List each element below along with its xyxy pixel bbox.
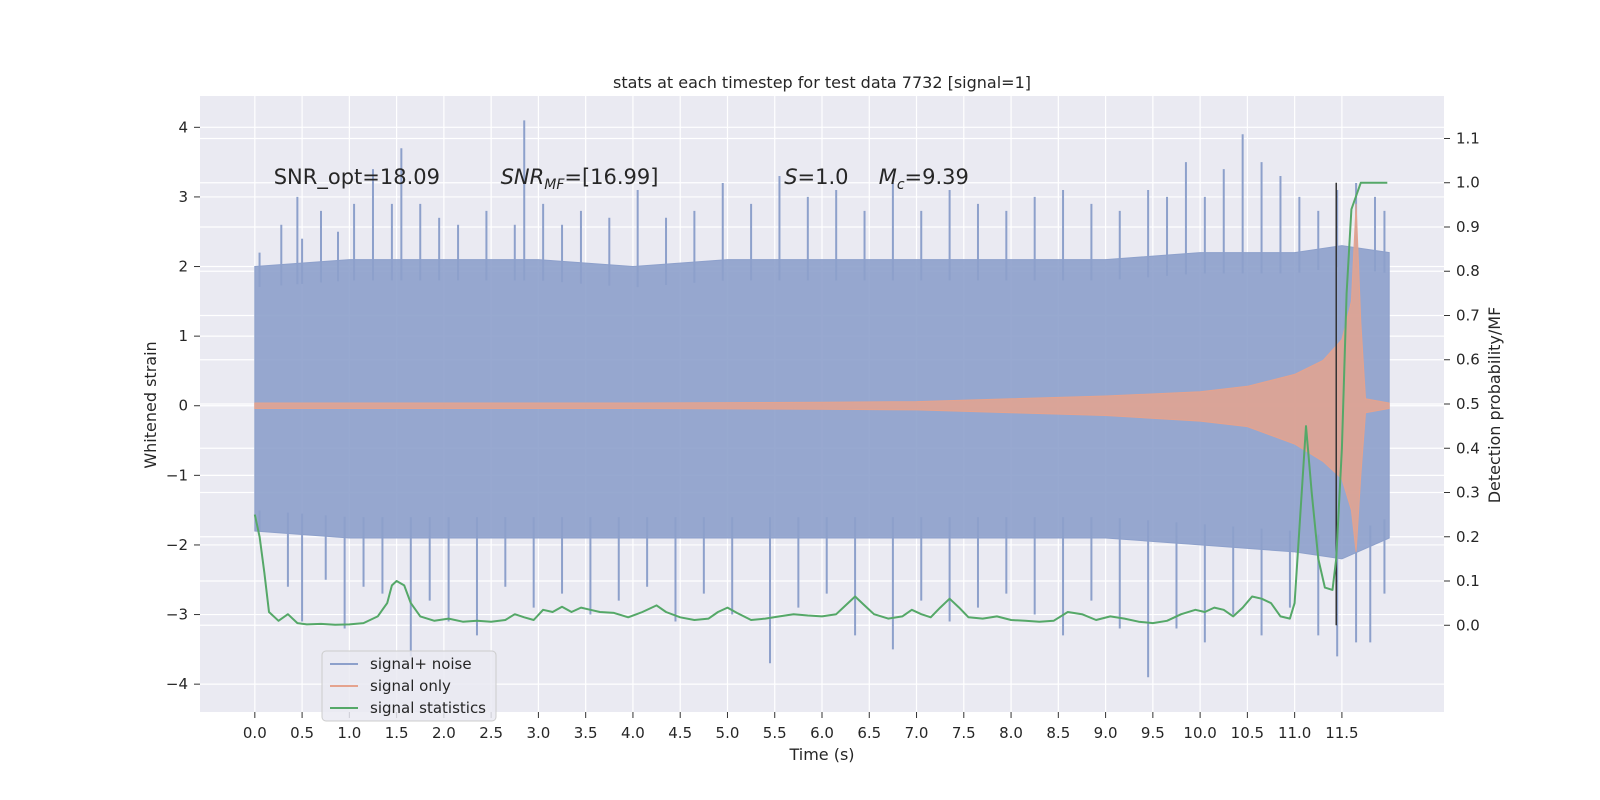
y-axis-right-label: Detection probability/MF xyxy=(1485,307,1504,504)
y-axis-left: 4 3 2 1 0 −1 −2 −3 −4 xyxy=(166,118,200,693)
x-tick-label: 3.5 xyxy=(574,724,598,742)
y-left-tick-label: 4 xyxy=(178,118,188,136)
y-axis-right: 1.1 1.0 0.9 0.8 0.7 0.6 0.5 0.4 0.3 0.2 0.1 0.0 xyxy=(1444,129,1480,634)
x-tick-label: 4.5 xyxy=(668,724,692,742)
x-tick-label: 6.0 xyxy=(810,724,834,742)
annotation-0: SNR_opt=18.09 xyxy=(274,165,440,190)
y-left-tick-label: 1 xyxy=(178,327,188,345)
x-tick-label: 6.5 xyxy=(857,724,881,742)
x-tick-label: 5.0 xyxy=(716,724,740,742)
y-left-tick-label: 3 xyxy=(178,188,188,206)
y-left-tick-label: −3 xyxy=(166,606,188,624)
x-axis: 0.0 0.5 1.0 1.5 2.0 2.5 3.0 3.5 4.0 4.5 5.0 5.5 6.0 6… xyxy=(243,712,1359,742)
x-tick-label: 11.0 xyxy=(1278,724,1311,742)
data-layer xyxy=(253,120,1390,678)
chart-title: stats at each timestep for test data 773… xyxy=(613,73,1031,92)
x-tick-label: 4.0 xyxy=(621,724,645,742)
x-axis-label: Time (s) xyxy=(788,745,854,764)
y-right-tick-label: 0.1 xyxy=(1456,572,1480,590)
y-left-tick-label: −1 xyxy=(166,466,188,484)
x-tick-label: 2.5 xyxy=(479,724,503,742)
y-left-tick-label: −4 xyxy=(166,675,188,693)
annotation-3: Mc=9.39 xyxy=(879,165,969,193)
x-tick-label: 7.0 xyxy=(905,724,929,742)
legend: signal+ noise signal only signal statist… xyxy=(321,650,497,722)
x-tick-label: 0.0 xyxy=(243,724,267,742)
x-tick-label: 3.0 xyxy=(526,724,550,742)
y-left-tick-label: −2 xyxy=(166,536,188,554)
x-tick-label: 9.5 xyxy=(1141,724,1165,742)
y-right-tick-label: 0.3 xyxy=(1456,484,1480,502)
x-tick-label: 11.5 xyxy=(1325,724,1358,742)
x-tick-label: 1.0 xyxy=(337,724,361,742)
x-tick-label: 2.0 xyxy=(432,724,456,742)
x-tick-label: 10.5 xyxy=(1231,724,1264,742)
y-right-tick-label: 0.7 xyxy=(1456,306,1480,324)
y-right-tick-label: 0.5 xyxy=(1456,395,1480,413)
y-right-tick-label: 0.9 xyxy=(1456,218,1480,236)
y-axis-left-label: Whitened strain xyxy=(141,341,160,468)
y-right-tick-label: 0.6 xyxy=(1456,351,1480,369)
legend-label-signal-noise: signal+ noise xyxy=(370,655,472,673)
y-right-tick-label: 0.8 xyxy=(1456,262,1480,280)
legend-label-signal-only: signal only xyxy=(370,677,451,695)
y-right-tick-label: 1.1 xyxy=(1456,129,1480,147)
x-tick-label: 8.0 xyxy=(999,724,1023,742)
x-tick-label: 10.0 xyxy=(1183,724,1216,742)
annotation-1: SNRMF=[16.99] xyxy=(501,165,659,193)
y-left-tick-label: 0 xyxy=(178,397,188,415)
y-right-tick-label: 0.4 xyxy=(1456,439,1480,457)
x-tick-label: 1.5 xyxy=(385,724,409,742)
legend-label-signal-statistics: signal statistics xyxy=(370,699,486,717)
y-right-tick-label: 0.2 xyxy=(1456,528,1480,546)
x-tick-label: 9.0 xyxy=(1094,724,1118,742)
x-tick-label: 8.5 xyxy=(1046,724,1070,742)
y-left-tick-label: 2 xyxy=(178,258,188,276)
y-right-tick-label: 0.0 xyxy=(1456,616,1480,634)
annotation-2: S=1.0 xyxy=(784,165,848,189)
annotations: SNR_opt=18.09 SNRMF=[16.99] S=1.0 Mc=9.39 xyxy=(274,165,969,193)
series-signal-statistics xyxy=(253,181,1388,626)
legend-box xyxy=(321,650,497,722)
x-tick-label: 0.5 xyxy=(290,724,314,742)
series-signal-only xyxy=(254,203,1390,552)
x-tick-label: 7.5 xyxy=(952,724,976,742)
y-right-tick-label: 1.0 xyxy=(1456,174,1480,192)
x-tick-label: 5.5 xyxy=(763,724,787,742)
